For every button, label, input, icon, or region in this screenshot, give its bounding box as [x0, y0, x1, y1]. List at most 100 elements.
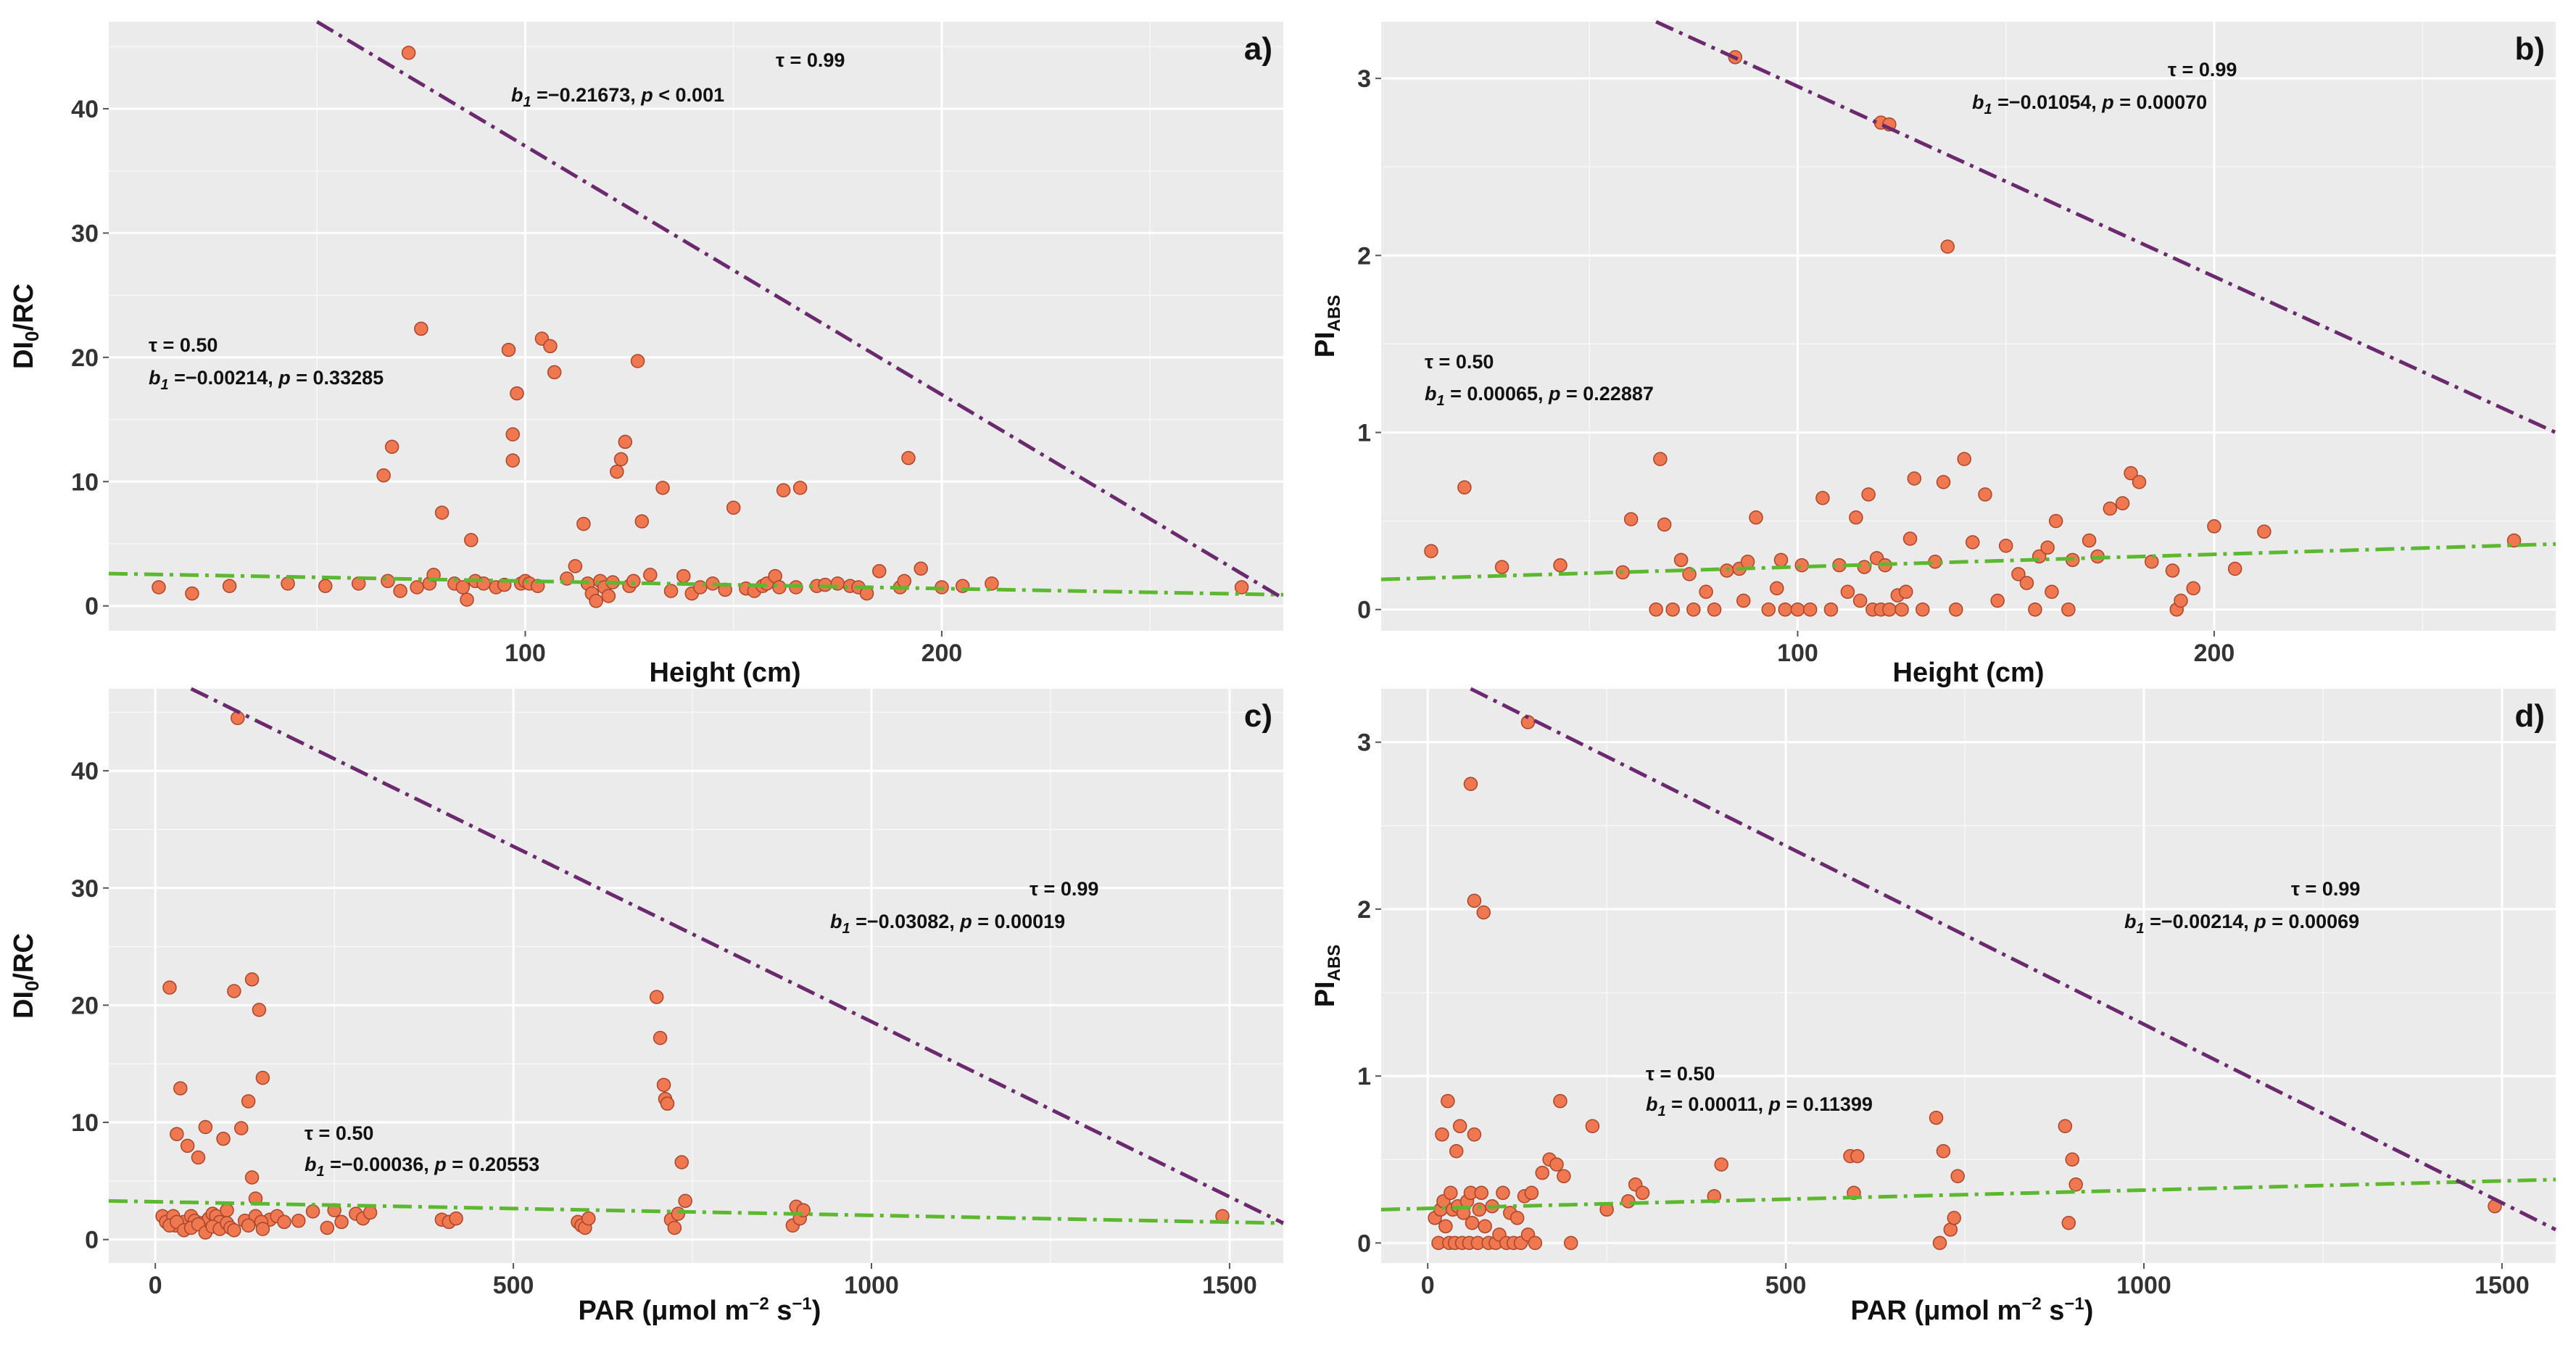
data-point — [872, 563, 887, 579]
y-tick-label: 0 — [1357, 597, 1371, 624]
grid — [109, 689, 1283, 1263]
data-point — [1936, 1143, 1951, 1159]
data-point — [152, 580, 166, 595]
x-tick-label: 0 — [149, 1272, 162, 1299]
annotation-q99-tau: τ = 0.99 — [2168, 59, 2237, 80]
data-point — [630, 354, 645, 368]
data-point — [1467, 893, 1482, 908]
data-point — [1621, 1194, 1636, 1209]
data-point — [434, 505, 450, 520]
annotation-q99-coef: b1 =−0.01054, p = 0.00070 — [1972, 91, 2207, 117]
data-point — [1524, 1185, 1539, 1201]
data-point — [1438, 1219, 1453, 1234]
annotation-q50-coef: b1 =−0.00214, p = 0.33285 — [149, 367, 384, 393]
data-point — [667, 1220, 682, 1235]
plot-area — [1381, 689, 2556, 1263]
data-point — [656, 1077, 671, 1093]
x-tick-label: 0 — [1421, 1272, 1435, 1299]
data-point — [401, 46, 416, 60]
plot-area — [1381, 22, 2556, 631]
data-point — [2068, 1177, 2083, 1192]
data-point — [2048, 513, 2063, 529]
data-point — [1850, 1148, 1865, 1164]
data-point — [1899, 584, 1913, 600]
grid — [109, 22, 1283, 631]
data-point — [1474, 1185, 1489, 1201]
data-point — [241, 1218, 256, 1233]
data-point — [220, 1203, 234, 1218]
data-point — [634, 514, 650, 529]
data-point — [1840, 584, 1855, 600]
annotation-q99-coef: b1 =−0.03082, p = 0.00019 — [830, 911, 1065, 937]
annotation-q50-tau: τ = 0.50 — [305, 1122, 373, 1144]
x-tick-label: 200 — [922, 639, 963, 667]
data-point — [2174, 593, 2188, 608]
data-point — [2065, 1152, 2079, 1167]
data-point — [2061, 602, 2076, 617]
annotation-q50-coef: b1 =−0.00036, p = 0.20553 — [305, 1154, 539, 1180]
y-tick-label: 20 — [71, 992, 99, 1019]
annotation-q50-tau: τ = 0.50 — [1425, 351, 1494, 373]
data-point — [2227, 561, 2242, 576]
data-point — [2115, 496, 2130, 510]
y-tick-label: 10 — [71, 1109, 99, 1137]
data-point — [643, 568, 658, 582]
x-axis-label: PAR (μmol m−2 s−1) — [579, 1294, 821, 1326]
data-point — [1463, 777, 1478, 791]
data-point — [1686, 602, 1701, 617]
y-tick-label: 3 — [1357, 65, 1371, 93]
y-tick-label: 2 — [1357, 896, 1371, 924]
data-point — [653, 1030, 668, 1045]
data-point — [674, 1155, 689, 1169]
data-point — [568, 559, 583, 573]
data-point — [726, 500, 741, 515]
data-point — [1894, 602, 1909, 617]
x-tick-label: 500 — [1765, 1272, 1807, 1299]
quantile-line-tau-099 — [1470, 687, 2557, 1232]
data-point — [222, 579, 237, 594]
quantile-line-tau-099 — [315, 20, 1285, 600]
y-tick-label: 1 — [1357, 420, 1371, 447]
data-point — [2165, 563, 2180, 578]
y-tick-label: 20 — [71, 344, 99, 372]
data-point — [1990, 593, 2005, 608]
data-point — [655, 481, 670, 495]
data-point — [1902, 531, 1918, 546]
x-tick-label: 1500 — [2474, 1272, 2530, 1299]
data-point — [1714, 1157, 1728, 1172]
data-point — [1790, 602, 1805, 617]
data-point — [173, 1081, 188, 1096]
x-tick-label: 1000 — [2116, 1272, 2171, 1299]
annotation-q50-coef: b1 = 0.00065, p = 0.22887 — [1425, 383, 1654, 409]
y-axis-label: PIABS — [1310, 295, 1344, 358]
data-point — [1861, 487, 1876, 502]
data-point — [618, 434, 633, 450]
grid — [1381, 22, 2556, 631]
data-point — [1907, 471, 1922, 486]
data-point — [1740, 555, 1755, 569]
y-tick-label: 30 — [71, 220, 99, 247]
data-point — [2011, 567, 2026, 581]
data-point — [1736, 593, 1751, 608]
data-point — [2058, 1119, 2073, 1133]
data-point — [277, 1214, 291, 1230]
quantile-line-tau-099 — [190, 687, 1285, 1225]
data-point — [2103, 501, 2118, 516]
data-point — [1441, 1093, 1455, 1109]
data-point — [1749, 510, 1763, 525]
data-point — [1564, 1235, 1578, 1251]
data-point — [1476, 905, 1491, 920]
data-point — [1452, 1119, 1467, 1133]
x-ticks: 100 200 — [1777, 631, 2235, 667]
data-point — [241, 1094, 256, 1109]
y-tick-label: 40 — [71, 96, 99, 123]
x-ticks: 0 500 1000 1500 — [1421, 1263, 2530, 1299]
quantile-line-tau-050 — [1380, 542, 2556, 581]
data-point — [1435, 1127, 1449, 1142]
data-point — [255, 1222, 270, 1236]
panel-a: 100 200 0 10 20 30 40 a) τ = 0.99 b1 =−0.2167… — [9, 20, 1285, 688]
data-point — [1449, 1143, 1464, 1159]
data-point — [1553, 558, 1567, 573]
data-point — [393, 584, 407, 598]
grid — [1381, 689, 2556, 1263]
